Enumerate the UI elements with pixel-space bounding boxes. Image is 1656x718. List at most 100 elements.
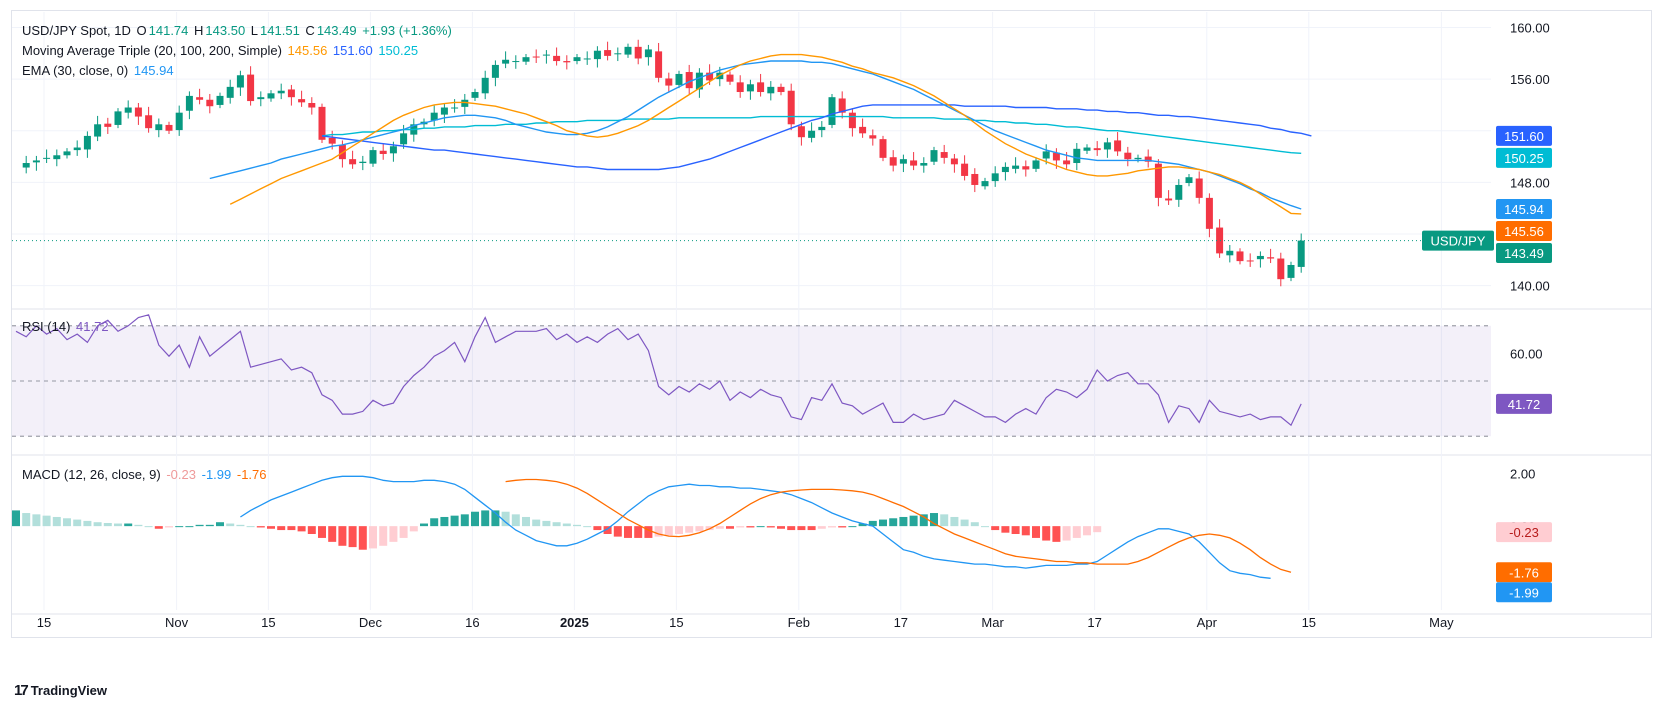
candle-body xyxy=(32,160,40,163)
macd-tick-label: 2.00 xyxy=(1510,467,1535,482)
candle-body xyxy=(298,99,306,103)
macd-histogram-bar xyxy=(532,519,541,527)
brand-label: TradingView xyxy=(30,683,108,698)
macd-histogram-bar xyxy=(83,520,92,527)
candle-body xyxy=(767,86,775,94)
macd-histogram-bar xyxy=(165,526,173,528)
time-tick-label: 17 xyxy=(1087,615,1101,630)
candle-body xyxy=(1083,147,1091,151)
candle-body xyxy=(1052,152,1060,161)
ema-value: 145.94 xyxy=(133,63,174,78)
macd-hist-value: -0.23 xyxy=(166,467,196,482)
candle-body xyxy=(1277,258,1285,280)
candle-body xyxy=(359,161,367,164)
candle-body xyxy=(665,78,673,86)
candle-body xyxy=(451,107,459,109)
macd-histogram-bar xyxy=(134,524,143,527)
candle-body xyxy=(165,124,173,131)
candle-body xyxy=(1124,152,1132,160)
macd-histogram-bar xyxy=(593,526,602,531)
macd-histogram-bar xyxy=(909,515,918,527)
candle-body xyxy=(624,46,632,55)
candle-body xyxy=(634,46,642,59)
macd-histogram-bar xyxy=(318,526,326,538)
ema-legend: EMA (30, close, 0) 145.94 xyxy=(22,62,176,80)
rsi-badge xyxy=(1496,393,1552,414)
macd-histogram-bar xyxy=(216,522,224,527)
macd-histogram-bar xyxy=(715,526,724,529)
candle-body xyxy=(797,126,805,138)
candle-body xyxy=(899,159,907,164)
candle-body xyxy=(1042,151,1050,159)
candle-body xyxy=(971,173,979,185)
candle-body xyxy=(43,157,51,159)
candle-body xyxy=(1134,157,1142,160)
macd-histogram-bar xyxy=(399,526,408,538)
macd-histogram-bar xyxy=(389,526,398,542)
price-badge xyxy=(1496,147,1552,168)
macd-histogram-bar xyxy=(654,526,663,537)
candle-body xyxy=(981,181,989,187)
macd-histogram-bar xyxy=(52,516,61,527)
symbol-badge xyxy=(1422,230,1494,251)
candle-body xyxy=(1256,255,1264,260)
candle-body xyxy=(155,124,163,131)
candle-body xyxy=(532,56,540,58)
macd-histogram-bar xyxy=(1042,526,1051,541)
candle-body xyxy=(563,61,571,63)
candle-body xyxy=(1246,260,1254,262)
candle-body xyxy=(950,158,958,165)
macd-histogram-bar xyxy=(726,526,734,529)
candle-body xyxy=(1154,163,1162,198)
price-badge-label: 145.94 xyxy=(1504,202,1544,217)
ma200-line xyxy=(321,115,1302,154)
candle-body xyxy=(1175,184,1183,200)
candle-body xyxy=(940,152,948,158)
candle-body xyxy=(583,58,591,60)
price-tick-label: 156.00 xyxy=(1510,72,1550,87)
candle-body xyxy=(777,86,785,93)
macd-histogram-bar xyxy=(848,526,857,528)
ma-legend-name: Moving Average Triple (20, 100, 200, Sim… xyxy=(22,43,282,58)
macd-histogram-bar xyxy=(675,526,683,534)
price-badge-label: 151.60 xyxy=(1504,129,1544,144)
macd-histogram-bar xyxy=(644,526,653,538)
macd-histogram-bar xyxy=(22,513,31,527)
macd-histogram-bar xyxy=(430,518,439,527)
macd-histogram-bar xyxy=(205,524,214,527)
candle-body xyxy=(512,61,520,63)
macd-histogram-bar xyxy=(777,526,785,529)
candle-body xyxy=(848,112,856,129)
tradingview-logo-icon: 17 xyxy=(14,682,29,699)
macd-histogram-bar xyxy=(236,524,245,527)
price-badge xyxy=(1496,242,1552,263)
time-tick-label: 15 xyxy=(1302,615,1316,630)
macd-histogram-bar xyxy=(226,523,235,527)
close-label: C xyxy=(305,23,315,38)
rsi-legend-value: 41.72 xyxy=(76,319,109,334)
candle-body xyxy=(104,123,112,127)
candle-body xyxy=(1185,177,1193,184)
candle-body xyxy=(461,99,469,107)
macd-histogram-bar xyxy=(838,526,847,528)
macd-histogram-bar xyxy=(420,523,428,527)
high-label: H xyxy=(194,23,204,38)
candle-body xyxy=(879,139,887,158)
candle-body xyxy=(706,72,714,81)
candle-body xyxy=(124,107,132,113)
candle-body xyxy=(685,72,693,89)
candle-body xyxy=(53,155,61,160)
footer-brand[interactable]: 17 TradingView xyxy=(14,682,107,699)
candle-body xyxy=(1032,160,1040,169)
time-tick-label: May xyxy=(1429,615,1454,630)
macd-histogram-bar xyxy=(491,510,500,527)
time-tick-label: Mar xyxy=(981,615,1004,630)
macd-histogram-bar xyxy=(613,526,622,537)
candle-body xyxy=(593,50,601,60)
candle-body xyxy=(308,102,316,108)
candle-body xyxy=(1022,166,1030,170)
macd-histogram-bar xyxy=(552,522,561,527)
candle-body xyxy=(267,93,275,99)
time-tick-label: 15 xyxy=(37,615,51,630)
